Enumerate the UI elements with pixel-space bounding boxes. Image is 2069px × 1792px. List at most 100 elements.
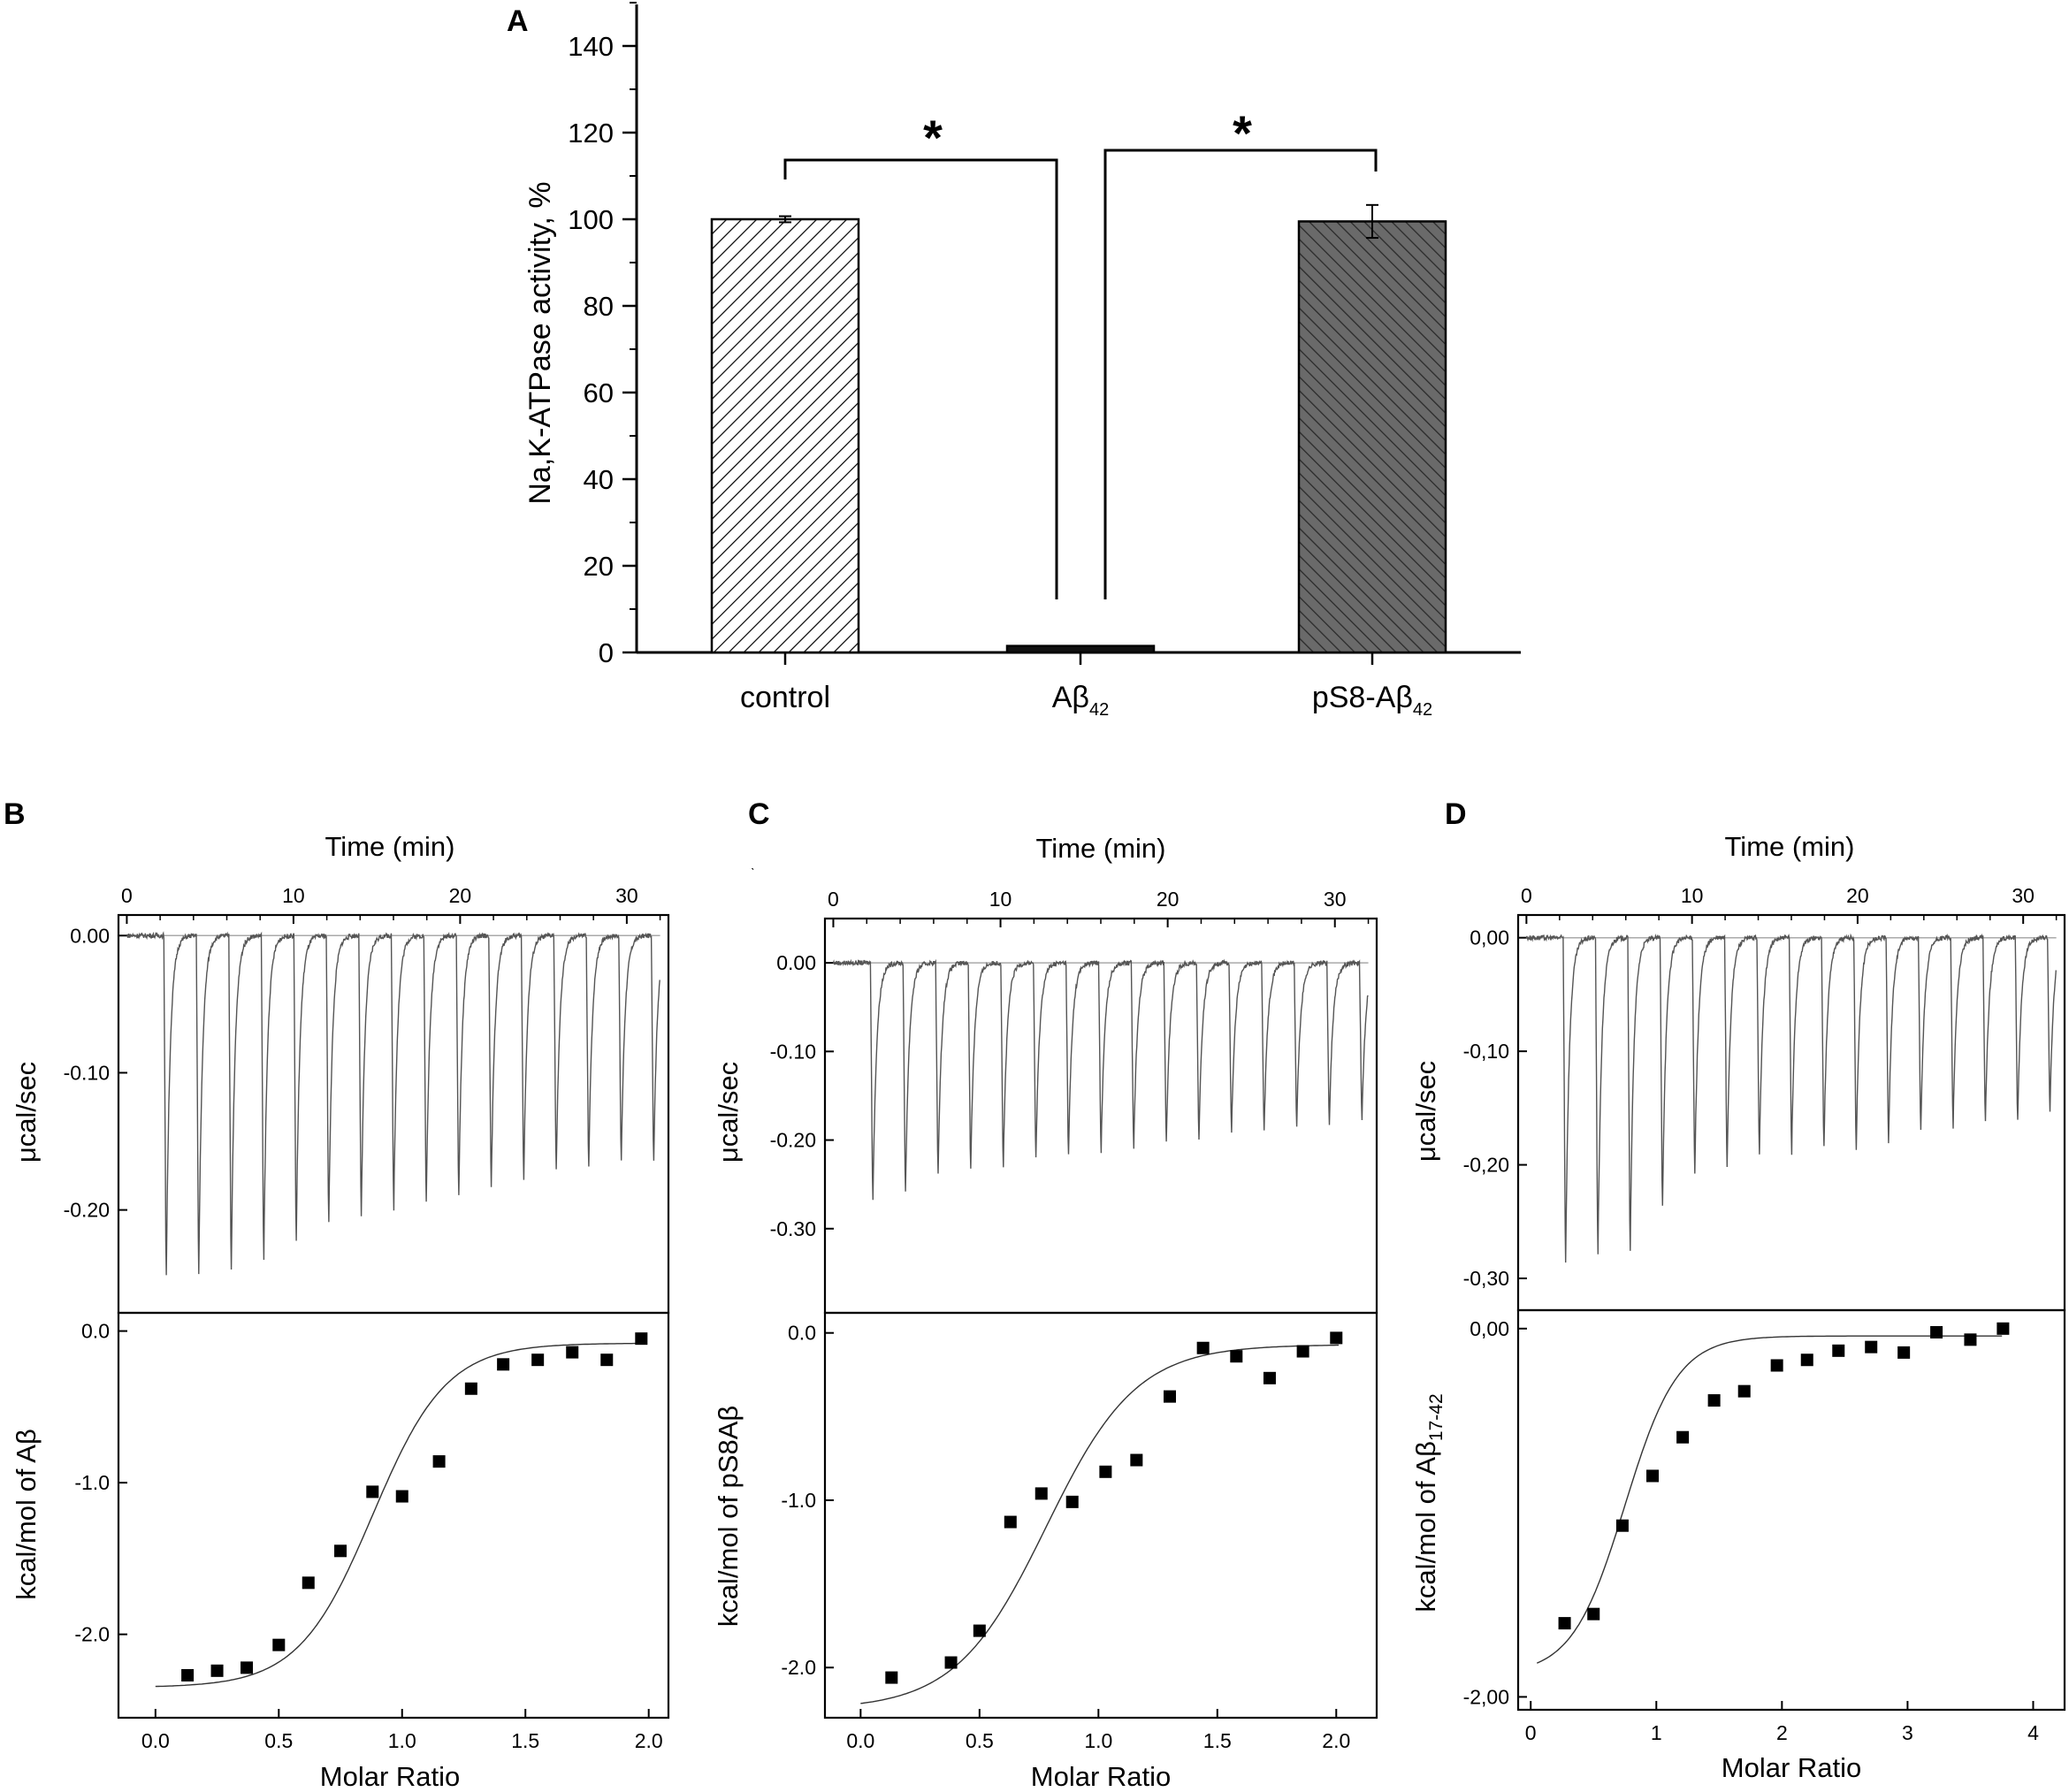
ratio-tick-label: 2 xyxy=(1776,1721,1788,1744)
panel-c-bottom-y-label: kcal/mol of pS8Aβ xyxy=(713,1406,744,1627)
thermogram-trace xyxy=(832,958,1369,1201)
ratio-tick-label: 1.0 xyxy=(388,1729,416,1752)
panel-c-itc: Time (min) ˋ 0 10 20 300.00-0.10-0.20-0.30 … xyxy=(713,833,1378,1792)
a-y-tick-label: 120 xyxy=(568,118,614,149)
power-tick-label: 0.00 xyxy=(776,951,816,974)
isotherm-data-point xyxy=(210,1664,224,1677)
panel-d-thermogram: 0 10 20 30 0,00 -0,10 -0,20 -0,30 xyxy=(1463,884,2058,1290)
power-tick-label: -0.30 xyxy=(770,1217,816,1240)
ratio-tick-label: 0.5 xyxy=(966,1729,994,1752)
a-bar-1 xyxy=(1005,644,1156,654)
isotherm-data-point xyxy=(1615,1519,1629,1532)
time-tick-label: 10 xyxy=(1681,884,1704,907)
panel-b-time-label: Time (min) xyxy=(325,831,455,862)
a-category-label: pS8-Aβ42 xyxy=(1312,681,1432,720)
isotherm-data-point xyxy=(944,1656,958,1669)
panel-d-top-y-label: μcal/sec xyxy=(1410,1061,1441,1162)
panel-c-molar-ratio-label: Molar Ratio xyxy=(1031,1761,1172,1792)
a-y-tick-label: 40 xyxy=(584,464,614,495)
enthalpy-tick-label: -2.0 xyxy=(74,1623,110,1646)
time-tick-label: 20 xyxy=(1157,888,1180,911)
power-tick-label: -0.10 xyxy=(64,1061,110,1084)
time-tick-label: 30 xyxy=(2012,884,2035,907)
panel-a-x-labels: control Aβ42 pS8-Aβ42 xyxy=(740,681,1432,720)
isotherm-data-point xyxy=(1865,1340,1878,1354)
power-tick-label: -0.20 xyxy=(64,1199,110,1222)
isotherm-data-point xyxy=(1800,1354,1813,1367)
a-y-tick-label: 100 xyxy=(568,204,614,235)
time-tick-label: 30 xyxy=(1324,888,1347,911)
panel-b-binding-isotherm: 0.0 0.5 1.0 1.5 2.0 0.0 -1.0 -2.0 xyxy=(74,1320,662,1752)
isotherm-data-point xyxy=(531,1354,545,1367)
panel-c-stray-mark: ˋ xyxy=(751,865,755,880)
panel-c-top-y-label: μcal/sec xyxy=(713,1062,744,1163)
time-tick-label: 0 xyxy=(828,888,839,911)
time-tick-label: 0 xyxy=(1521,884,1532,907)
isotherm-data-point xyxy=(1558,1617,1571,1630)
panel-b-molar-ratio-label: Molar Ratio xyxy=(320,1761,461,1792)
ratio-tick-label: 1.5 xyxy=(1203,1729,1232,1752)
panel-d-bottom-y-label: kcal/mol of Aβ17-42 xyxy=(1410,1393,1447,1612)
ratio-tick-label: 1.5 xyxy=(511,1729,539,1752)
isotherm-data-point xyxy=(1164,1390,1176,1403)
a-y-tick-label: 0 xyxy=(599,637,614,668)
enthalpy-tick-label: -2,00 xyxy=(1463,1685,1509,1708)
panel-b-bottom-y-label: kcal/mol of Aβ xyxy=(11,1429,42,1600)
ratio-tick-label: 0.5 xyxy=(264,1729,293,1752)
power-tick-label: -0,20 xyxy=(1463,1154,1509,1177)
a-y-tick-label: 140 xyxy=(568,31,614,62)
enthalpy-tick-label: -1.0 xyxy=(781,1489,816,1512)
power-tick-label: -0,10 xyxy=(1463,1040,1509,1063)
isotherm-data-point xyxy=(1230,1350,1243,1363)
power-tick-label: -0.10 xyxy=(770,1040,816,1063)
panel-d-time-label: Time (min) xyxy=(1725,831,1855,862)
isotherm-data-point xyxy=(1099,1465,1112,1478)
power-tick-label: -0,30 xyxy=(1463,1267,1509,1290)
power-tick-label: -0.20 xyxy=(770,1129,816,1152)
isotherm-fit-curve xyxy=(1537,1335,2003,1664)
a-category-label: control xyxy=(740,681,830,714)
time-tick-label: 10 xyxy=(989,888,1012,911)
isotherm-data-point xyxy=(1263,1371,1276,1384)
panel-c-time-label: Time (min) xyxy=(1036,833,1166,864)
thermogram-trace xyxy=(126,931,660,1276)
ratio-tick-label: 0.0 xyxy=(141,1729,170,1752)
isotherm-data-point xyxy=(1707,1394,1721,1407)
panel-label-a: A xyxy=(507,4,529,38)
isotherm-data-point xyxy=(1897,1346,1911,1359)
isotherm-data-point xyxy=(1770,1359,1783,1372)
time-tick-label: 20 xyxy=(449,884,472,907)
time-tick-label: 30 xyxy=(615,884,638,907)
isotherm-data-point xyxy=(1004,1515,1017,1529)
panel-c-thermogram: 0 10 20 30 0.00 -0.10 -0.20 -0.30 xyxy=(770,888,1370,1240)
thermogram-trace xyxy=(1525,933,2057,1263)
isotherm-data-point xyxy=(1832,1344,1845,1357)
time-tick-label: 10 xyxy=(282,884,305,907)
a-bar-0 xyxy=(710,217,860,654)
power-tick-label: 0,00 xyxy=(1470,927,1509,949)
enthalpy-tick-label: 0.0 xyxy=(788,1322,816,1345)
ratio-tick-label: 0.0 xyxy=(846,1729,874,1752)
a-significance-bracket-left xyxy=(783,158,1058,599)
ratio-tick-label: 4 xyxy=(2027,1721,2039,1744)
a-y-tick-label: 80 xyxy=(584,291,614,322)
isotherm-data-point xyxy=(1034,1487,1048,1500)
a-category-subscript: 42 xyxy=(1413,700,1432,720)
a-category-main: control xyxy=(740,681,830,714)
isotherm-data-point xyxy=(464,1382,477,1395)
panel-label-d: D xyxy=(1445,797,1467,831)
isotherm-data-point xyxy=(1737,1384,1751,1398)
isotherm-data-point xyxy=(1646,1469,1660,1483)
a-y-tick-label: 60 xyxy=(584,377,614,408)
isotherm-data-point xyxy=(635,1332,648,1346)
enthalpy-tick-label: -2.0 xyxy=(781,1656,816,1679)
panel-a-significance: * * xyxy=(783,105,1378,599)
panel-a-y-axis-label: Na,K-ATPase activity, % xyxy=(523,181,557,504)
panel-c-bottom-frame xyxy=(823,1311,1378,1720)
panel-label-c: C xyxy=(748,797,770,831)
a-category-main: Aβ xyxy=(1052,681,1089,714)
a-category-subscript: 42 xyxy=(1089,700,1109,720)
panel-d-bottom-frame xyxy=(1516,1308,2066,1712)
